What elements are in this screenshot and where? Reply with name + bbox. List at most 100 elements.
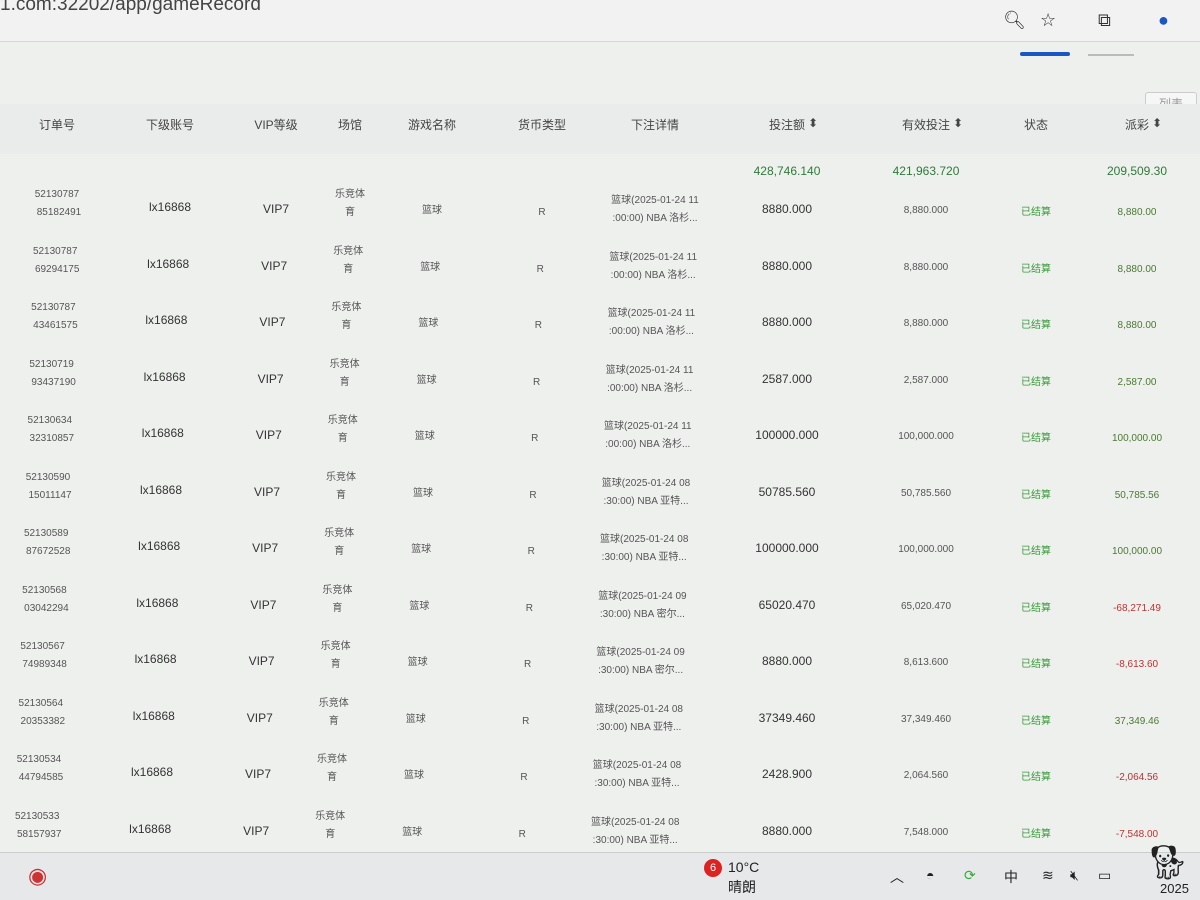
weather-text[interactable]: 晴朗: [728, 879, 756, 895]
bet-detail[interactable]: 篮球(2025-01-24 11: [605, 364, 694, 376]
address-bar[interactable]: 1.com:32202/app/gameRecord: [0, 0, 261, 15]
sync-icon[interactable]: ⟳: [964, 867, 976, 883]
status-badge: 已结算: [1021, 546, 1051, 557]
bet-detail[interactable]: 篮球(2025-01-24 08: [592, 760, 682, 771]
chevron-up-icon[interactable]: ︿: [890, 869, 904, 885]
order-number: 58157937: [16, 828, 62, 840]
bet-detail[interactable]: :30:00) NBA 亚特...: [596, 721, 682, 733]
column-header: 游戏名称: [407, 118, 457, 132]
qq-icon[interactable]: ◓: [926, 867, 935, 883]
bet-detail[interactable]: :30:00) NBA 亚特...: [601, 552, 687, 563]
bet-amount: 8880.000: [761, 258, 813, 273]
bet-detail[interactable]: :00:00) NBA 洛杉...: [612, 213, 698, 224]
bet-detail[interactable]: :30:00) NBA 亚特...: [603, 495, 689, 507]
bet-detail[interactable]: 篮球(2025-01-24 11: [611, 195, 699, 206]
vip-level: VIP7: [244, 767, 272, 781]
secondary-button-edge[interactable]: [1088, 54, 1134, 56]
column-header[interactable]: 投注额: [768, 118, 806, 132]
table-row[interactable]: 52130787 43461575 lx16868 VIP7 乐竞体育 篮球 R 篮球(202…: [0, 299, 1200, 355]
table-row[interactable]: 52130589 87672528 lx16868 VIP7 乐竞体育 篮球 R 篮球(202…: [0, 525, 1200, 581]
ime-indicator[interactable]: 中: [1004, 869, 1018, 885]
table-row[interactable]: 52130719 93437190 lx16868 VIP7 乐竞体育 篮球 R 篮球(202…: [0, 356, 1200, 412]
sub-account: lx16868: [138, 539, 181, 553]
bet-detail[interactable]: 篮球(2025-01-24 11: [603, 421, 692, 432]
table-row[interactable]: 52130564 20353382 lx16868 VIP7 乐竞体育 篮球 R 篮球(202…: [0, 695, 1200, 751]
status-badge: 已结算: [1021, 772, 1051, 783]
venue: 育: [345, 207, 355, 218]
sort-icon[interactable]: ⬍: [1151, 116, 1163, 130]
bet-detail[interactable]: :30:00) NBA 密尔...: [599, 608, 685, 620]
profile-icon[interactable]: ●: [1158, 10, 1169, 30]
column-header: 场馆: [337, 118, 363, 132]
bet-amount: 8880.000: [761, 202, 813, 216]
order-number: 74989348: [22, 659, 67, 670]
payout: 100,000.00: [1111, 546, 1163, 557]
order-number: 52130787: [31, 302, 76, 313]
bet-detail[interactable]: 篮球(2025-01-24 08: [590, 816, 680, 828]
order-number: 52130533: [14, 810, 60, 822]
table-row[interactable]: 52130590 15011147 lx16868 VIP7 乐竞体育 篮球 R 篮球(202…: [0, 469, 1200, 525]
sub-account: lx16868: [136, 595, 179, 610]
bet-detail[interactable]: :30:00) NBA 亚特...: [592, 834, 678, 846]
game-name: 篮球: [404, 770, 424, 781]
order-number: 43461575: [33, 320, 78, 331]
venue: 育: [328, 715, 339, 727]
order-number: 52130534: [16, 754, 62, 765]
column-header[interactable]: 派彩: [1124, 118, 1150, 132]
table-row[interactable]: 52130534 44794585 lx16868 VIP7 乐竞体育 篮球 R 篮球(202…: [0, 751, 1200, 807]
bet-detail[interactable]: :00:00) NBA 洛杉...: [608, 326, 694, 337]
status-badge: 已结算: [1021, 433, 1051, 444]
payout: -8,613.60: [1115, 659, 1159, 670]
valid-bet: 65,020.470: [900, 600, 952, 612]
star-icon[interactable]: ☆: [1040, 10, 1057, 30]
bet-detail[interactable]: 篮球(2025-01-24 08: [599, 534, 689, 545]
valid-bet: 2,064.560: [903, 770, 949, 781]
table-row[interactable]: 52130787 85182491 lx16868 VIP7 乐竞体育 篮球 R 篮球(202…: [0, 186, 1200, 242]
sub-account: lx16868: [145, 313, 188, 327]
wifi-icon[interactable]: ≋: [1042, 867, 1054, 883]
bet-detail[interactable]: 篮球(2025-01-24 11: [607, 308, 696, 319]
venue: 乐竞体: [315, 810, 346, 822]
bet-detail[interactable]: 篮球(2025-01-24 08: [601, 477, 691, 489]
table-row[interactable]: 52130567 74989348 lx16868 VIP7 乐竞体育 篮球 R 篮球(202…: [0, 638, 1200, 694]
volume-muted-icon[interactable]: 🔇︎: [1070, 867, 1079, 883]
table-row[interactable]: 52130634 32310857 lx16868 VIP7 乐竞体育 篮球 R 篮球(202…: [0, 412, 1200, 468]
battery-icon[interactable]: ▭: [1098, 867, 1112, 883]
sub-account: lx16868: [130, 765, 174, 779]
bet-detail[interactable]: :00:00) NBA 洛杉...: [607, 382, 693, 394]
bet-detail[interactable]: 篮球(2025-01-24 09: [598, 590, 687, 602]
sort-icon[interactable]: ⬍: [807, 116, 819, 130]
zoom-icon[interactable]: 🔍︎: [1003, 10, 1026, 30]
column-header: 下级账号: [145, 118, 195, 132]
temperature[interactable]: 10°C: [728, 859, 760, 875]
sub-account: lx16868: [143, 369, 186, 384]
order-number: 87672528: [25, 546, 71, 557]
order-number: 52130564: [18, 697, 64, 709]
valid-bet: 100,000.000: [898, 431, 954, 442]
bet-detail[interactable]: :30:00) NBA 亚特...: [594, 778, 680, 789]
app-icon[interactable]: ◉: [28, 863, 48, 888]
total-bet: 428,746.140: [753, 164, 821, 178]
venue: 乐竞体: [335, 189, 365, 200]
game-name: 篮球: [418, 318, 439, 329]
bet-detail[interactable]: :00:00) NBA 洛杉...: [605, 439, 691, 450]
status-badge: 已结算: [1021, 828, 1051, 840]
venue: 乐竞体: [333, 245, 364, 257]
bet-detail[interactable]: 篮球(2025-01-24 11: [609, 251, 698, 263]
primary-button-edge[interactable]: [1020, 52, 1070, 56]
bet-detail[interactable]: 篮球(2025-01-24 09: [596, 647, 685, 658]
bet-detail[interactable]: :00:00) NBA 洛杉...: [610, 269, 696, 281]
clock[interactable]: 2025: [1160, 881, 1189, 896]
table-row[interactable]: 52130568 03042294 lx16868 VIP7 乐竞体育 篮球 R 篮球(202…: [0, 582, 1200, 638]
order-number: 52130567: [20, 641, 65, 652]
vip-level: VIP7: [259, 315, 286, 329]
bet-detail[interactable]: 篮球(2025-01-24 08: [594, 703, 683, 715]
extensions-icon[interactable]: ⧉: [1098, 10, 1111, 30]
sort-icon[interactable]: ⬍: [952, 116, 964, 130]
column-header[interactable]: 有效投注: [901, 118, 951, 132]
table-row[interactable]: 52130787 69294175 lx16868 VIP7 乐竞体育 篮球 R 篮球(202…: [0, 243, 1200, 299]
table-row[interactable]: 52130533 58157937 lx16868 VIP7 乐竞体育 篮球 R 篮球(202…: [0, 808, 1200, 864]
venue: 乐竞体: [329, 358, 360, 370]
bet-detail[interactable]: :30:00) NBA 密尔...: [598, 665, 684, 676]
total-payout: 209,509.30: [1106, 164, 1168, 178]
